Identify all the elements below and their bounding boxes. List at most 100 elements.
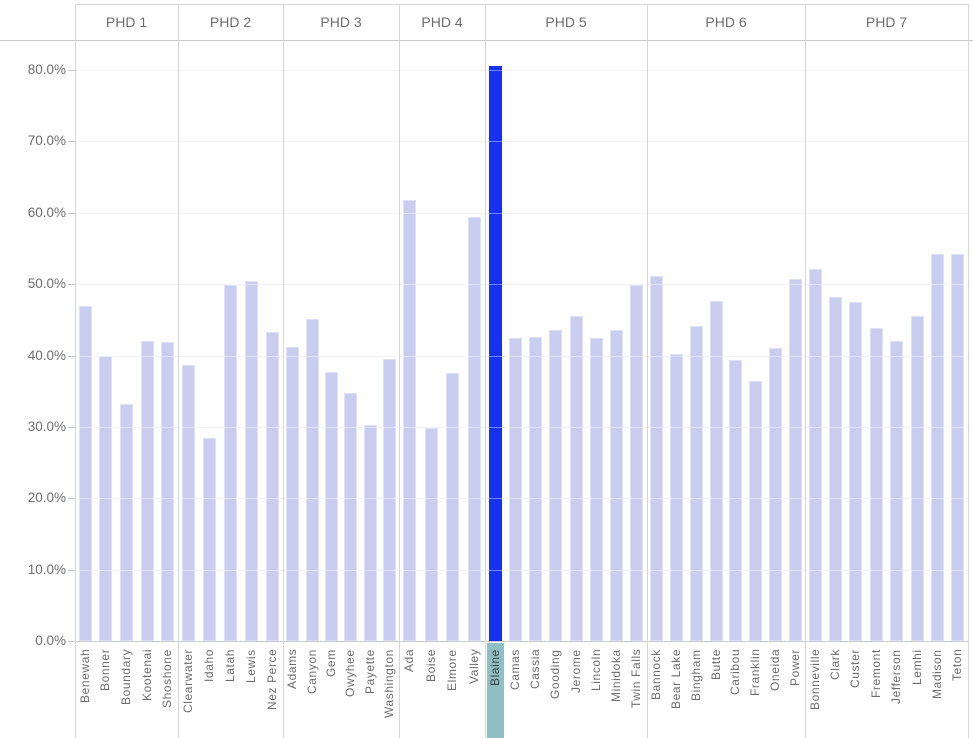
gridline-50pct [75, 284, 968, 286]
bar-custer[interactable] [849, 301, 863, 641]
x-label-cassia[interactable]: Cassia [528, 649, 543, 690]
group-separator [178, 4, 179, 738]
bar-nez-perce[interactable] [266, 331, 279, 641]
bar-shoshone[interactable] [161, 341, 175, 641]
bar-washington[interactable] [382, 359, 396, 641]
bar-jefferson[interactable] [890, 341, 904, 641]
bar-camas[interactable] [508, 338, 522, 641]
bar-jerome[interactable] [569, 316, 583, 641]
bar-valley[interactable] [467, 217, 481, 641]
x-label-canyon[interactable]: Canyon [304, 649, 319, 694]
bar-lincoln[interactable] [589, 338, 603, 641]
bar-clearwater[interactable] [182, 365, 195, 641]
gridline-overlay-30pct [75, 426, 968, 428]
x-label-camas[interactable]: Camas [507, 649, 522, 691]
bar-owyhee[interactable] [344, 393, 358, 641]
x-label-power[interactable]: Power [787, 649, 802, 687]
x-label-lincoln[interactable]: Lincoln [588, 649, 603, 692]
bar-caribou[interactable] [729, 360, 743, 641]
x-label-gooding[interactable]: Gooding [548, 649, 563, 699]
bar-oneida[interactable] [768, 348, 782, 641]
phd-group-header-phd-7[interactable]: PHD 7 [865, 14, 908, 30]
x-label-bannock[interactable]: Bannock [649, 649, 664, 700]
bar-lewis[interactable] [245, 281, 258, 641]
x-label-blaine[interactable]: Blaine [487, 649, 502, 686]
x-label-adams[interactable]: Adams [285, 649, 300, 690]
bar-power[interactable] [788, 279, 802, 641]
x-label-custer[interactable]: Custer [848, 649, 863, 688]
bar-bear-lake[interactable] [670, 354, 684, 641]
bar-franklin[interactable] [749, 381, 763, 641]
x-label-latah[interactable]: Latah [223, 649, 237, 683]
x-label-kootenai[interactable]: Kootenai [139, 649, 154, 702]
x-label-caribou[interactable]: Caribou [728, 649, 743, 696]
bar-blaine-highlighted[interactable] [488, 66, 502, 641]
bar-cassia[interactable] [529, 336, 543, 641]
x-label-elmore[interactable]: Elmore [445, 649, 460, 691]
bar-idaho[interactable] [203, 438, 216, 641]
x-label-bonner[interactable]: Bonner [98, 649, 113, 692]
bar-elmore[interactable] [446, 373, 460, 641]
x-label-bonneville[interactable]: Bonneville [807, 649, 822, 711]
x-label-minidoka[interactable]: Minidoka [609, 649, 624, 702]
x-label-boundary[interactable]: Boundary [119, 649, 133, 706]
phd-group-header-phd-1[interactable]: PHD 1 [105, 14, 148, 30]
phd-group-header-phd-3[interactable]: PHD 3 [320, 14, 362, 30]
bar-twin-falls[interactable] [630, 284, 644, 641]
bar-lemhi[interactable] [910, 316, 924, 641]
x-label-bear-lake[interactable]: Bear Lake [669, 649, 684, 710]
bar-canyon[interactable] [305, 319, 319, 641]
phd-group-header-phd-4[interactable]: PHD 4 [421, 14, 463, 30]
x-label-washington[interactable]: Washington [381, 649, 396, 718]
x-label-twin-falls[interactable]: Twin Falls [629, 649, 644, 709]
y-tick-label-50pct: 50.0% [27, 276, 66, 292]
bar-benewah[interactable] [78, 306, 92, 641]
gridline-overlay-40pct [75, 355, 968, 357]
x-label-jerome[interactable]: Jerome [568, 649, 583, 693]
x-label-madison[interactable]: Madison [929, 649, 944, 699]
x-label-boise[interactable]: Boise [423, 649, 438, 683]
x-label-idaho[interactable]: Idaho [202, 649, 216, 683]
x-label-gem[interactable]: Gem [323, 649, 338, 677]
bar-teton[interactable] [951, 254, 965, 641]
x-label-shoshone[interactable]: Shoshone [160, 649, 175, 708]
bar-kootenai[interactable] [140, 340, 154, 641]
x-label-clearwater[interactable]: Clearwater [181, 649, 195, 714]
x-label-payette[interactable]: Payette [362, 649, 377, 694]
x-label-clark[interactable]: Clark [828, 649, 843, 681]
x-label-bingham[interactable]: Bingham [688, 649, 703, 701]
x-label-jefferson[interactable]: Jefferson [889, 649, 904, 704]
x-label-butte[interactable]: Butte [708, 649, 723, 681]
x-label-ada[interactable]: Ada [402, 649, 417, 673]
x-label-fremont[interactable]: Fremont [868, 649, 883, 698]
bar-ada[interactable] [403, 199, 417, 641]
x-label-owyhee[interactable]: Owyhee [343, 649, 358, 697]
x-label-benewah[interactable]: Benewah [77, 649, 92, 704]
bar-adams[interactable] [286, 346, 300, 641]
bar-latah[interactable] [224, 284, 237, 641]
bar-fremont[interactable] [869, 328, 883, 641]
x-label-teton[interactable]: Teton [950, 649, 965, 682]
bar-butte[interactable] [709, 301, 723, 641]
bar-boundary[interactable] [120, 404, 133, 641]
phd-group-header-phd-2[interactable]: PHD 2 [209, 14, 252, 30]
phd-group-header-phd-6[interactable]: PHD 6 [705, 14, 747, 30]
bar-madison[interactable] [930, 254, 944, 641]
phd-group-header-phd-5[interactable]: PHD 5 [545, 14, 587, 30]
x-label-lemhi[interactable]: Lemhi [909, 649, 924, 685]
x-label-nez-perce[interactable]: Nez Perce [265, 649, 279, 711]
x-label-lewis[interactable]: Lewis [244, 649, 258, 683]
x-label-oneida[interactable]: Oneida [767, 649, 782, 692]
bar-bingham[interactable] [689, 326, 703, 641]
bar-bonneville[interactable] [808, 269, 822, 641]
bar-gem[interactable] [324, 371, 338, 641]
x-label-valley[interactable]: Valley [466, 649, 481, 685]
bar-bonner[interactable] [99, 356, 113, 641]
bar-minidoka[interactable] [610, 329, 624, 641]
bar-gooding[interactable] [549, 329, 563, 641]
bar-bannock[interactable] [650, 276, 664, 641]
x-label-franklin[interactable]: Franklin [748, 649, 763, 697]
bar-boise[interactable] [424, 428, 438, 641]
bar-clark[interactable] [829, 296, 843, 641]
bar-payette[interactable] [363, 425, 377, 641]
